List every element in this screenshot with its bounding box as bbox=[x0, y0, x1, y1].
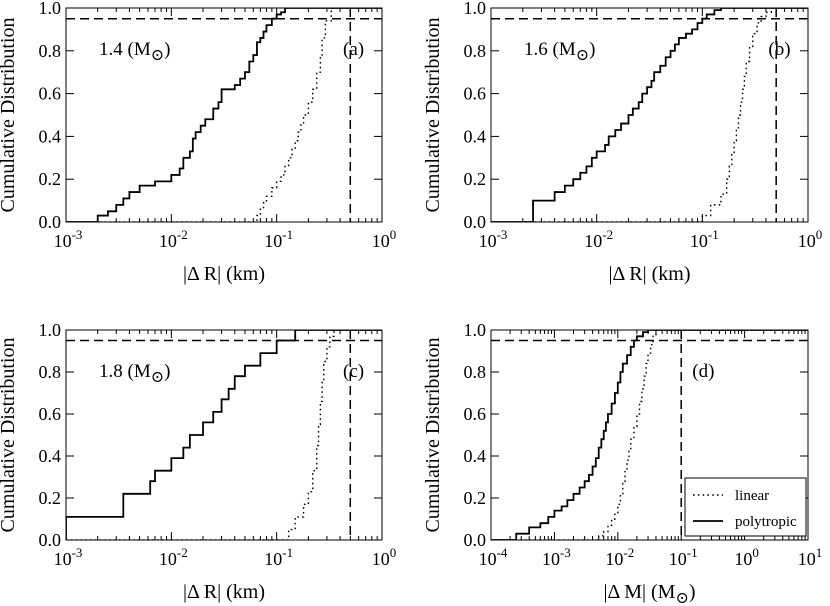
y-tick-label: 0.2 bbox=[464, 488, 487, 508]
x-tick-label: 10-3 bbox=[54, 227, 83, 251]
series-polytropic bbox=[491, 8, 808, 222]
panel-label: (b) bbox=[768, 39, 790, 60]
y-tick-label: 0.0 bbox=[39, 530, 62, 550]
panel-d: 10-4 10-3 10-2 10-1 100 101 0.0 0.2 0.4 0.6 0.8 1.0… bbox=[422, 320, 822, 606]
x-tick-label: 10-3 bbox=[479, 227, 508, 251]
y-tick-label: 0.6 bbox=[464, 84, 487, 104]
y-tick-label: 0.2 bbox=[39, 488, 62, 508]
legend-box bbox=[684, 477, 807, 537]
mass-label: 1.4 (M⊙) bbox=[99, 39, 170, 64]
x-axis-label: |Δ R| (km) bbox=[183, 263, 265, 285]
x-tick-label: 10-2 bbox=[159, 545, 188, 569]
x-tick-label: 10-1 bbox=[690, 227, 719, 251]
x-tick-label: 10-1 bbox=[264, 545, 293, 569]
series-polytropic bbox=[66, 8, 382, 222]
y-axis-label: Cumulative Distribution bbox=[422, 18, 444, 213]
x-tick-label: 10-2 bbox=[584, 227, 613, 251]
y-tick-label: 0.8 bbox=[464, 362, 487, 382]
y-tick-label: 0.8 bbox=[39, 362, 62, 382]
y-tick-label: 0.2 bbox=[464, 169, 487, 189]
x-tick-label: 10-3 bbox=[542, 545, 571, 569]
y-tick-label: 0.4 bbox=[464, 126, 487, 146]
x-tick-label: 10-1 bbox=[264, 227, 293, 251]
x-tick-label: 10-3 bbox=[54, 545, 83, 569]
plot-frame bbox=[490, 329, 809, 541]
plot-frame bbox=[65, 329, 383, 541]
y-axis-label: Cumulative Distribution bbox=[422, 338, 444, 533]
series-polytropic bbox=[491, 330, 808, 540]
panel-a: 10-3 10-2 10-1 100 0.0 0.2 0.4 0.6 0.8 1.0 1.4 (M⊙… bbox=[0, 0, 396, 285]
series-linear bbox=[66, 8, 382, 222]
plot-frame bbox=[65, 7, 383, 223]
y-axis-label: Cumulative Distribution bbox=[0, 338, 19, 533]
y-tick-label: 0.0 bbox=[464, 212, 487, 232]
y-tick-label: 1.0 bbox=[464, 320, 487, 340]
x-tick-label: 10-2 bbox=[605, 545, 634, 569]
x-axis-label: |Δ R| (km) bbox=[183, 581, 265, 603]
x-tick-label: 100 bbox=[372, 545, 397, 569]
y-tick-label: 0.0 bbox=[464, 530, 487, 550]
x-tick-label: 10-2 bbox=[159, 227, 188, 251]
y-tick-label: 1.0 bbox=[464, 0, 487, 18]
panel-c: 10-3 10-2 10-1 100 0.0 0.2 0.4 0.6 0.8 1.0 1.8 (M⊙… bbox=[0, 320, 396, 603]
y-tick-label: 0.4 bbox=[39, 126, 62, 146]
x-tick-label: 100 bbox=[372, 227, 397, 251]
y-tick-label: 0.2 bbox=[39, 169, 62, 189]
x-tick-label: 101 bbox=[798, 545, 823, 569]
legend-label-linear: linear bbox=[735, 488, 769, 504]
panel-label: (c) bbox=[343, 361, 364, 382]
y-tick-label: 1.0 bbox=[39, 0, 62, 18]
y-tick-label: 0.6 bbox=[39, 404, 62, 424]
series-linear bbox=[491, 8, 808, 222]
plot-frame bbox=[490, 7, 809, 223]
y-tick-label: 0.4 bbox=[39, 446, 62, 466]
legend: linear polytropic bbox=[684, 477, 807, 537]
y-tick-label: 0.6 bbox=[464, 404, 487, 424]
y-tick-label: 0.4 bbox=[464, 446, 487, 466]
x-tick-label: 10-4 bbox=[479, 545, 508, 569]
y-tick-label: 1.0 bbox=[39, 320, 62, 340]
x-tick-label: 100 bbox=[798, 227, 823, 251]
x-tick-label: 10-1 bbox=[669, 545, 698, 569]
y-axis-label: Cumulative Distribution bbox=[0, 18, 19, 213]
y-tick-label: 0.0 bbox=[39, 212, 62, 232]
x-axis-label: |Δ M| (M⊙) bbox=[603, 581, 695, 606]
mass-label: 1.6 (M⊙) bbox=[524, 39, 595, 64]
x-axis-label: |Δ R| (km) bbox=[609, 263, 691, 285]
y-tick-label: 0.8 bbox=[39, 41, 62, 61]
x-tick-label: 100 bbox=[734, 545, 759, 569]
panel-label: (a) bbox=[343, 39, 364, 60]
y-tick-label: 0.8 bbox=[464, 41, 487, 61]
legend-label-polytropic: polytropic bbox=[735, 514, 797, 530]
panel-b: 10-3 10-2 10-1 100 0.0 0.2 0.4 0.6 0.8 1.0 1.6 (M⊙… bbox=[422, 0, 822, 285]
y-tick-label: 0.6 bbox=[39, 84, 62, 104]
mass-label: 1.8 (M⊙) bbox=[99, 361, 170, 386]
panel-label: (d) bbox=[692, 361, 714, 382]
series-polytropic bbox=[66, 330, 382, 540]
